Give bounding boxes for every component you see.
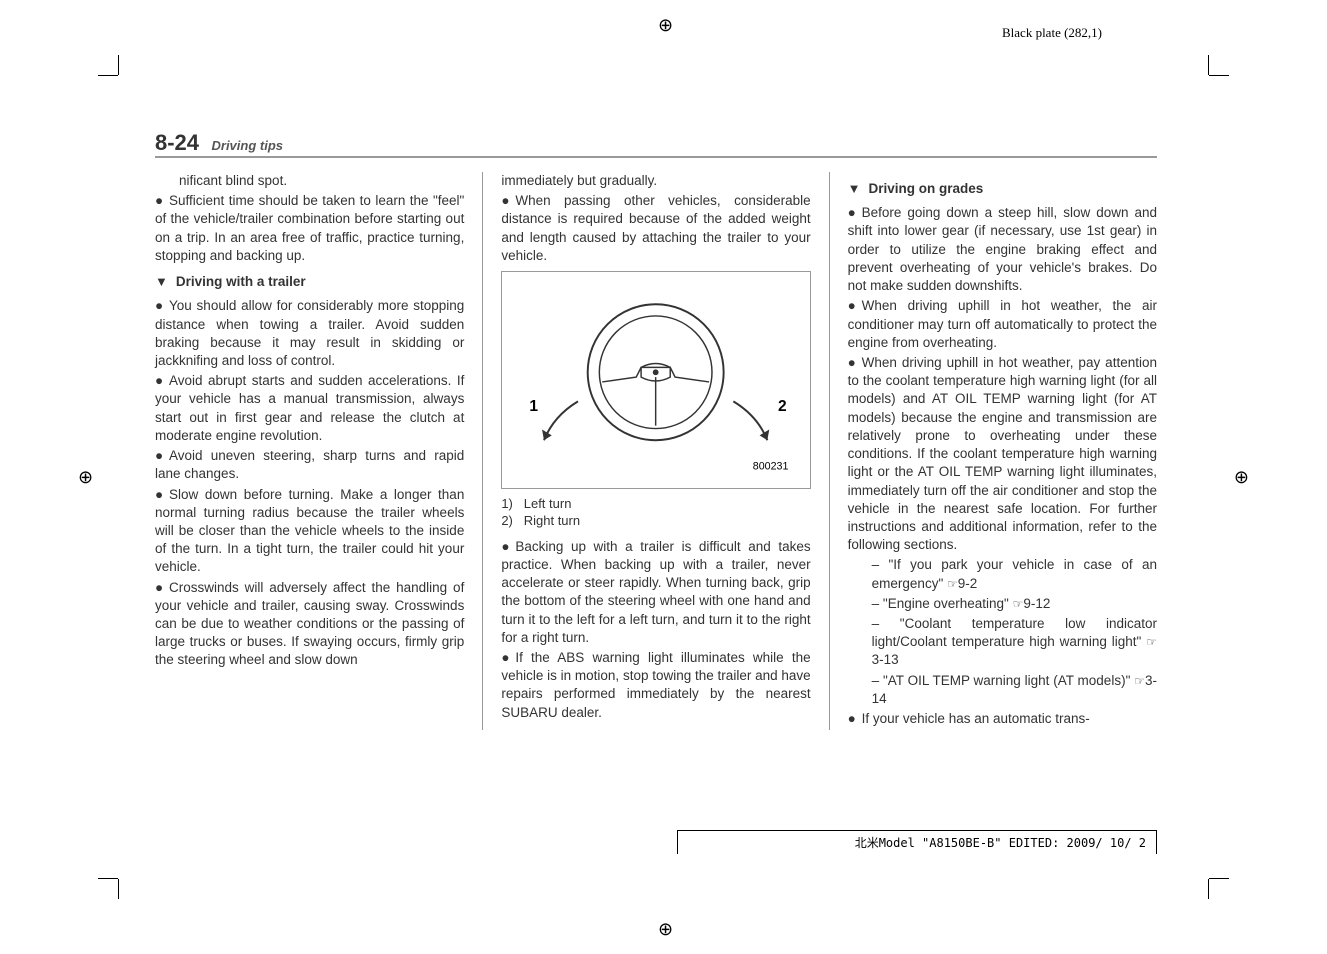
sub-heading: ▼Driving with a trailer <box>155 273 464 291</box>
sub-heading: ▼Driving on grades <box>848 180 1157 198</box>
body-paragraph: ●Backing up with a trailer is difficult … <box>501 538 810 647</box>
footer-text: 北米Model "A8150BE-B" EDITED: 2009/ 10/ 2 <box>855 834 1146 851</box>
body-paragraph: ●Sufficient time should be taken to lear… <box>155 192 464 265</box>
caption-text: Right turn <box>524 513 580 528</box>
ref-page: 9-2 <box>958 576 978 591</box>
registration-mark-right: ⊕ <box>1234 468 1249 486</box>
column-3: ▼Driving on grades ●Before going down a … <box>848 172 1157 730</box>
text-content: Slow down before turning. Make a longer … <box>155 487 464 575</box>
body-paragraph: ●Crosswinds will adversely affect the ha… <box>155 579 464 670</box>
ref-text: "Coolant temperature low indicator light… <box>872 616 1157 649</box>
ref-text: "If you park your vehicle in case of an … <box>872 557 1157 590</box>
text-content: Avoid uneven steering, sharp turns and r… <box>155 448 464 481</box>
column-divider <box>829 172 830 730</box>
text-content: If the ABS warning light illuminates whi… <box>501 650 810 720</box>
sub-reference: – "AT OIL TEMP warning light (AT models)… <box>872 672 1157 708</box>
text-fragment: immediately but gradually. <box>501 172 810 190</box>
ref-page: 9-12 <box>1023 596 1050 611</box>
diagram-code: 800231 <box>753 460 789 472</box>
diagram-caption: 1) Left turn 2) Right turn <box>501 495 810 530</box>
diagram-label-2: 2 <box>778 398 787 415</box>
caption-text: Left turn <box>524 496 572 511</box>
text-content: Crosswinds will adversely affect the han… <box>155 580 464 668</box>
registration-mark-bottom: ⊕ <box>658 920 673 938</box>
crop-mark <box>1208 55 1209 75</box>
page-number: 8-24 <box>155 130 199 155</box>
body-paragraph: ●If your vehicle has an automatic trans- <box>848 710 1157 728</box>
body-paragraph: ●If the ABS warning light illuminates wh… <box>501 649 810 722</box>
text-content: You should allow for considerably more s… <box>155 298 464 368</box>
text-fragment: nificant blind spot. <box>179 172 464 190</box>
section-title: Driving tips <box>212 138 284 153</box>
sub-reference: – "Engine overheating" ☞9-12 <box>872 595 1157 613</box>
text-content: When driving uphill in hot weather, pay … <box>848 355 1157 552</box>
text-content: If your vehicle has an automatic trans- <box>862 711 1090 726</box>
body-paragraph: ●Avoid abrupt starts and sudden accelera… <box>155 372 464 445</box>
steering-diagram: 1 2 800231 <box>501 271 810 488</box>
crop-mark <box>1208 879 1209 899</box>
body-paragraph: ●Before going down a steep hill, slow do… <box>848 204 1157 295</box>
plate-meta: Black plate (282,1) <box>1002 25 1102 41</box>
text-content: When passing other vehicles, considerabl… <box>501 193 810 263</box>
ref-text: "Engine overheating" <box>883 596 1009 611</box>
crop-mark <box>98 878 118 879</box>
ref-page: 3-13 <box>872 652 899 667</box>
registration-mark-left: ⊕ <box>78 468 93 486</box>
sub-reference: – "If you park your vehicle in case of a… <box>872 556 1157 592</box>
registration-mark-top: ⊕ <box>658 16 673 34</box>
caption-line: 2) Right turn <box>501 512 810 530</box>
crop-mark <box>1209 878 1229 879</box>
text-content: Before going down a steep hill, slow dow… <box>848 205 1157 293</box>
column-2: immediately but gradually. ●When passing… <box>501 172 810 730</box>
caption-line: 1) Left turn <box>501 495 810 513</box>
crop-mark <box>98 75 118 76</box>
sub-reference: – "Coolant temperature low indicator lig… <box>872 615 1157 670</box>
body-paragraph: ●When passing other vehicles, considerab… <box>501 192 810 265</box>
steering-wheel-svg: 1 2 800231 <box>510 280 801 474</box>
text-content: Avoid abrupt starts and sudden accelerat… <box>155 373 464 443</box>
footer-bar: 北米Model "A8150BE-B" EDITED: 2009/ 10/ 2 <box>677 830 1157 854</box>
page-header: 8-24 Driving tips <box>155 130 1157 158</box>
body-paragraph: ●You should allow for considerably more … <box>155 297 464 370</box>
text-content: Backing up with a trailer is difficult a… <box>501 539 810 645</box>
content-columns: nificant blind spot. ●Sufficient time sh… <box>155 172 1157 730</box>
text-content: When driving uphill in hot weather, the … <box>848 298 1157 349</box>
crop-mark <box>118 55 119 75</box>
crop-mark <box>118 879 119 899</box>
heading-text: Driving with a trailer <box>176 274 306 289</box>
text-content: Sufficient time should be taken to learn… <box>155 193 464 263</box>
column-1: nificant blind spot. ●Sufficient time sh… <box>155 172 464 730</box>
crop-mark <box>1209 75 1229 76</box>
body-paragraph: ●When driving uphill in hot weather, the… <box>848 297 1157 352</box>
body-paragraph: ●Avoid uneven steering, sharp turns and … <box>155 447 464 483</box>
heading-text: Driving on grades <box>869 181 984 196</box>
body-paragraph: ●Slow down before turning. Make a longer… <box>155 486 464 577</box>
ref-text: "AT OIL TEMP warning light (AT models)" <box>883 673 1130 688</box>
column-divider <box>482 172 483 730</box>
diagram-label-1: 1 <box>530 398 539 415</box>
body-paragraph: ●When driving uphill in hot weather, pay… <box>848 354 1157 554</box>
